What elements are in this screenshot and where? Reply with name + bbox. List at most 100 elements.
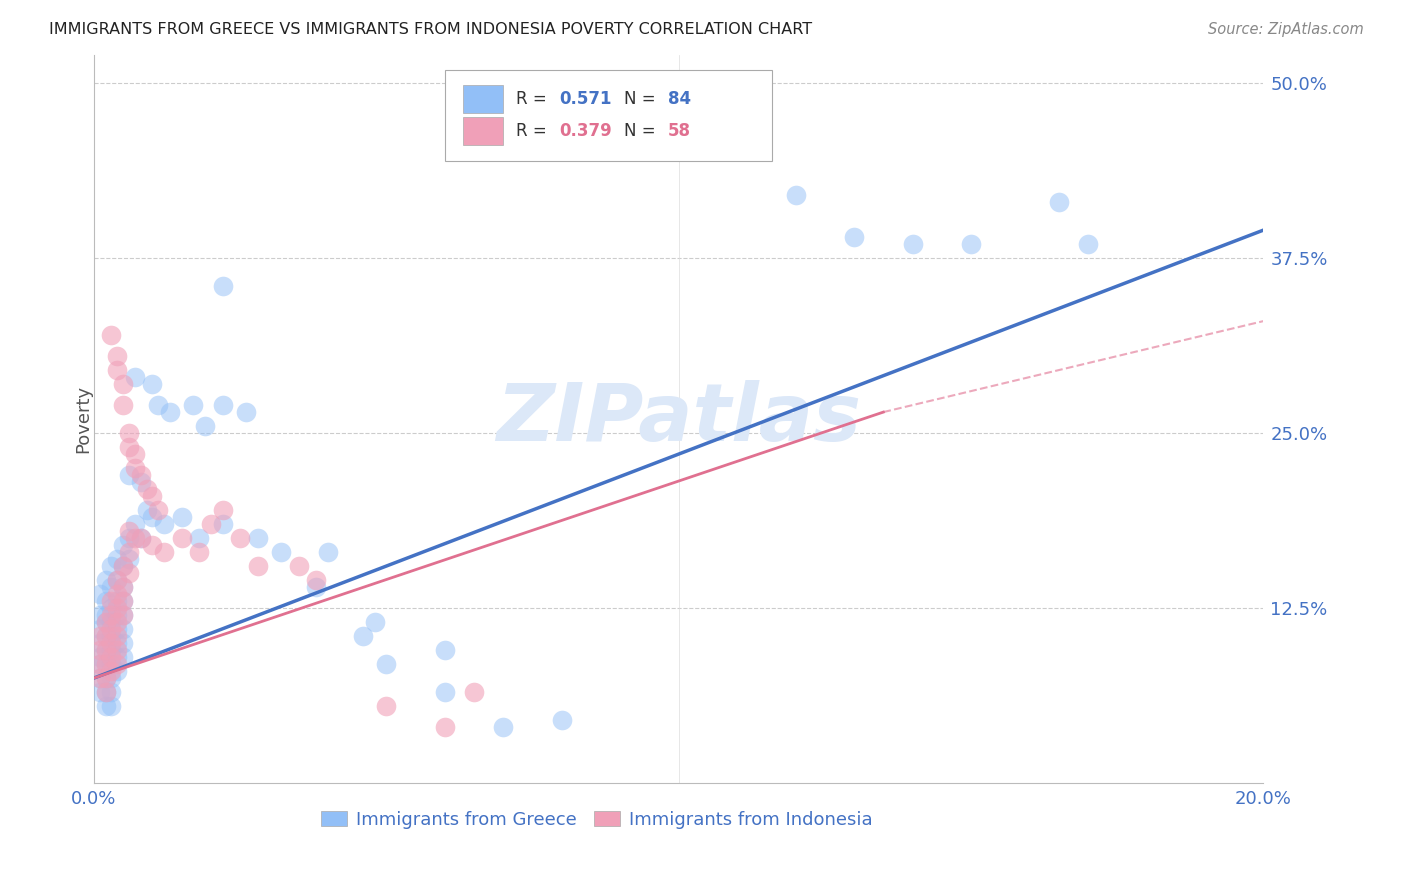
Point — [94, 699, 117, 714]
Point — [100, 580, 122, 594]
Text: N =: N = — [624, 90, 661, 108]
Point — [112, 580, 135, 594]
Point — [118, 426, 141, 441]
Point — [94, 573, 117, 587]
Point — [112, 538, 135, 552]
Point — [194, 419, 217, 434]
Point — [100, 622, 122, 636]
Text: 0.379: 0.379 — [560, 122, 612, 140]
Point — [94, 615, 117, 629]
Point — [141, 538, 163, 552]
Point — [105, 629, 128, 643]
Point — [235, 405, 257, 419]
Point — [246, 559, 269, 574]
Point — [112, 398, 135, 412]
Point — [100, 664, 122, 678]
Point — [105, 664, 128, 678]
Point — [200, 517, 222, 532]
Point — [170, 510, 193, 524]
Point — [112, 559, 135, 574]
Point — [100, 636, 122, 650]
Point — [129, 531, 152, 545]
Point — [89, 671, 111, 685]
Point — [105, 657, 128, 671]
Point — [901, 237, 924, 252]
Point — [100, 559, 122, 574]
Point — [785, 188, 807, 202]
Point — [287, 559, 309, 574]
Point — [129, 531, 152, 545]
Point — [100, 671, 122, 685]
Point — [105, 349, 128, 363]
Point — [112, 608, 135, 623]
Text: ZIPatlas: ZIPatlas — [496, 380, 860, 458]
Point — [100, 657, 122, 671]
Point — [211, 503, 233, 517]
Point — [229, 531, 252, 545]
Point — [188, 531, 211, 545]
Point — [89, 650, 111, 665]
Text: Source: ZipAtlas.com: Source: ZipAtlas.com — [1208, 22, 1364, 37]
Point — [105, 587, 128, 601]
Point — [433, 720, 456, 734]
Text: IMMIGRANTS FROM GREECE VS IMMIGRANTS FROM INDONESIA POVERTY CORRELATION CHART: IMMIGRANTS FROM GREECE VS IMMIGRANTS FRO… — [49, 22, 813, 37]
Point — [118, 524, 141, 538]
Point — [153, 517, 176, 532]
Text: R =: R = — [516, 122, 553, 140]
Point — [100, 615, 122, 629]
Point — [94, 685, 117, 699]
Point — [135, 503, 157, 517]
Point — [105, 573, 128, 587]
FancyBboxPatch shape — [444, 70, 772, 161]
Point — [135, 482, 157, 496]
Point — [94, 671, 117, 685]
Point — [94, 671, 117, 685]
Point — [112, 622, 135, 636]
Point — [100, 629, 122, 643]
Point — [153, 545, 176, 559]
Point — [129, 475, 152, 489]
Point — [463, 685, 485, 699]
Point — [100, 643, 122, 657]
Point — [433, 685, 456, 699]
Point — [124, 531, 146, 545]
Point — [100, 594, 122, 608]
Point — [89, 608, 111, 623]
Point — [94, 643, 117, 657]
Point — [112, 580, 135, 594]
Point — [124, 447, 146, 461]
Point — [94, 657, 117, 671]
Point — [89, 622, 111, 636]
Point — [118, 566, 141, 580]
Point — [112, 559, 135, 574]
Point — [105, 594, 128, 608]
Point — [170, 531, 193, 545]
Point — [124, 461, 146, 475]
Point — [112, 608, 135, 623]
Text: 84: 84 — [668, 90, 692, 108]
Point — [94, 643, 117, 657]
Point — [211, 279, 233, 293]
FancyBboxPatch shape — [464, 85, 503, 112]
Point — [211, 398, 233, 412]
Point — [305, 580, 328, 594]
Y-axis label: Poverty: Poverty — [75, 385, 91, 453]
Point — [100, 650, 122, 665]
Text: 0.571: 0.571 — [560, 90, 612, 108]
Point — [305, 573, 328, 587]
Point — [89, 636, 111, 650]
Point — [89, 657, 111, 671]
Point — [94, 629, 117, 643]
Point — [94, 615, 117, 629]
Point — [100, 685, 122, 699]
Point — [112, 636, 135, 650]
Point — [188, 545, 211, 559]
Point — [105, 363, 128, 377]
Point — [141, 489, 163, 503]
Point — [105, 643, 128, 657]
Point — [89, 629, 111, 643]
Point — [105, 608, 128, 623]
Point — [94, 608, 117, 623]
Point — [183, 398, 205, 412]
Legend: Immigrants from Greece, Immigrants from Indonesia: Immigrants from Greece, Immigrants from … — [314, 804, 880, 836]
